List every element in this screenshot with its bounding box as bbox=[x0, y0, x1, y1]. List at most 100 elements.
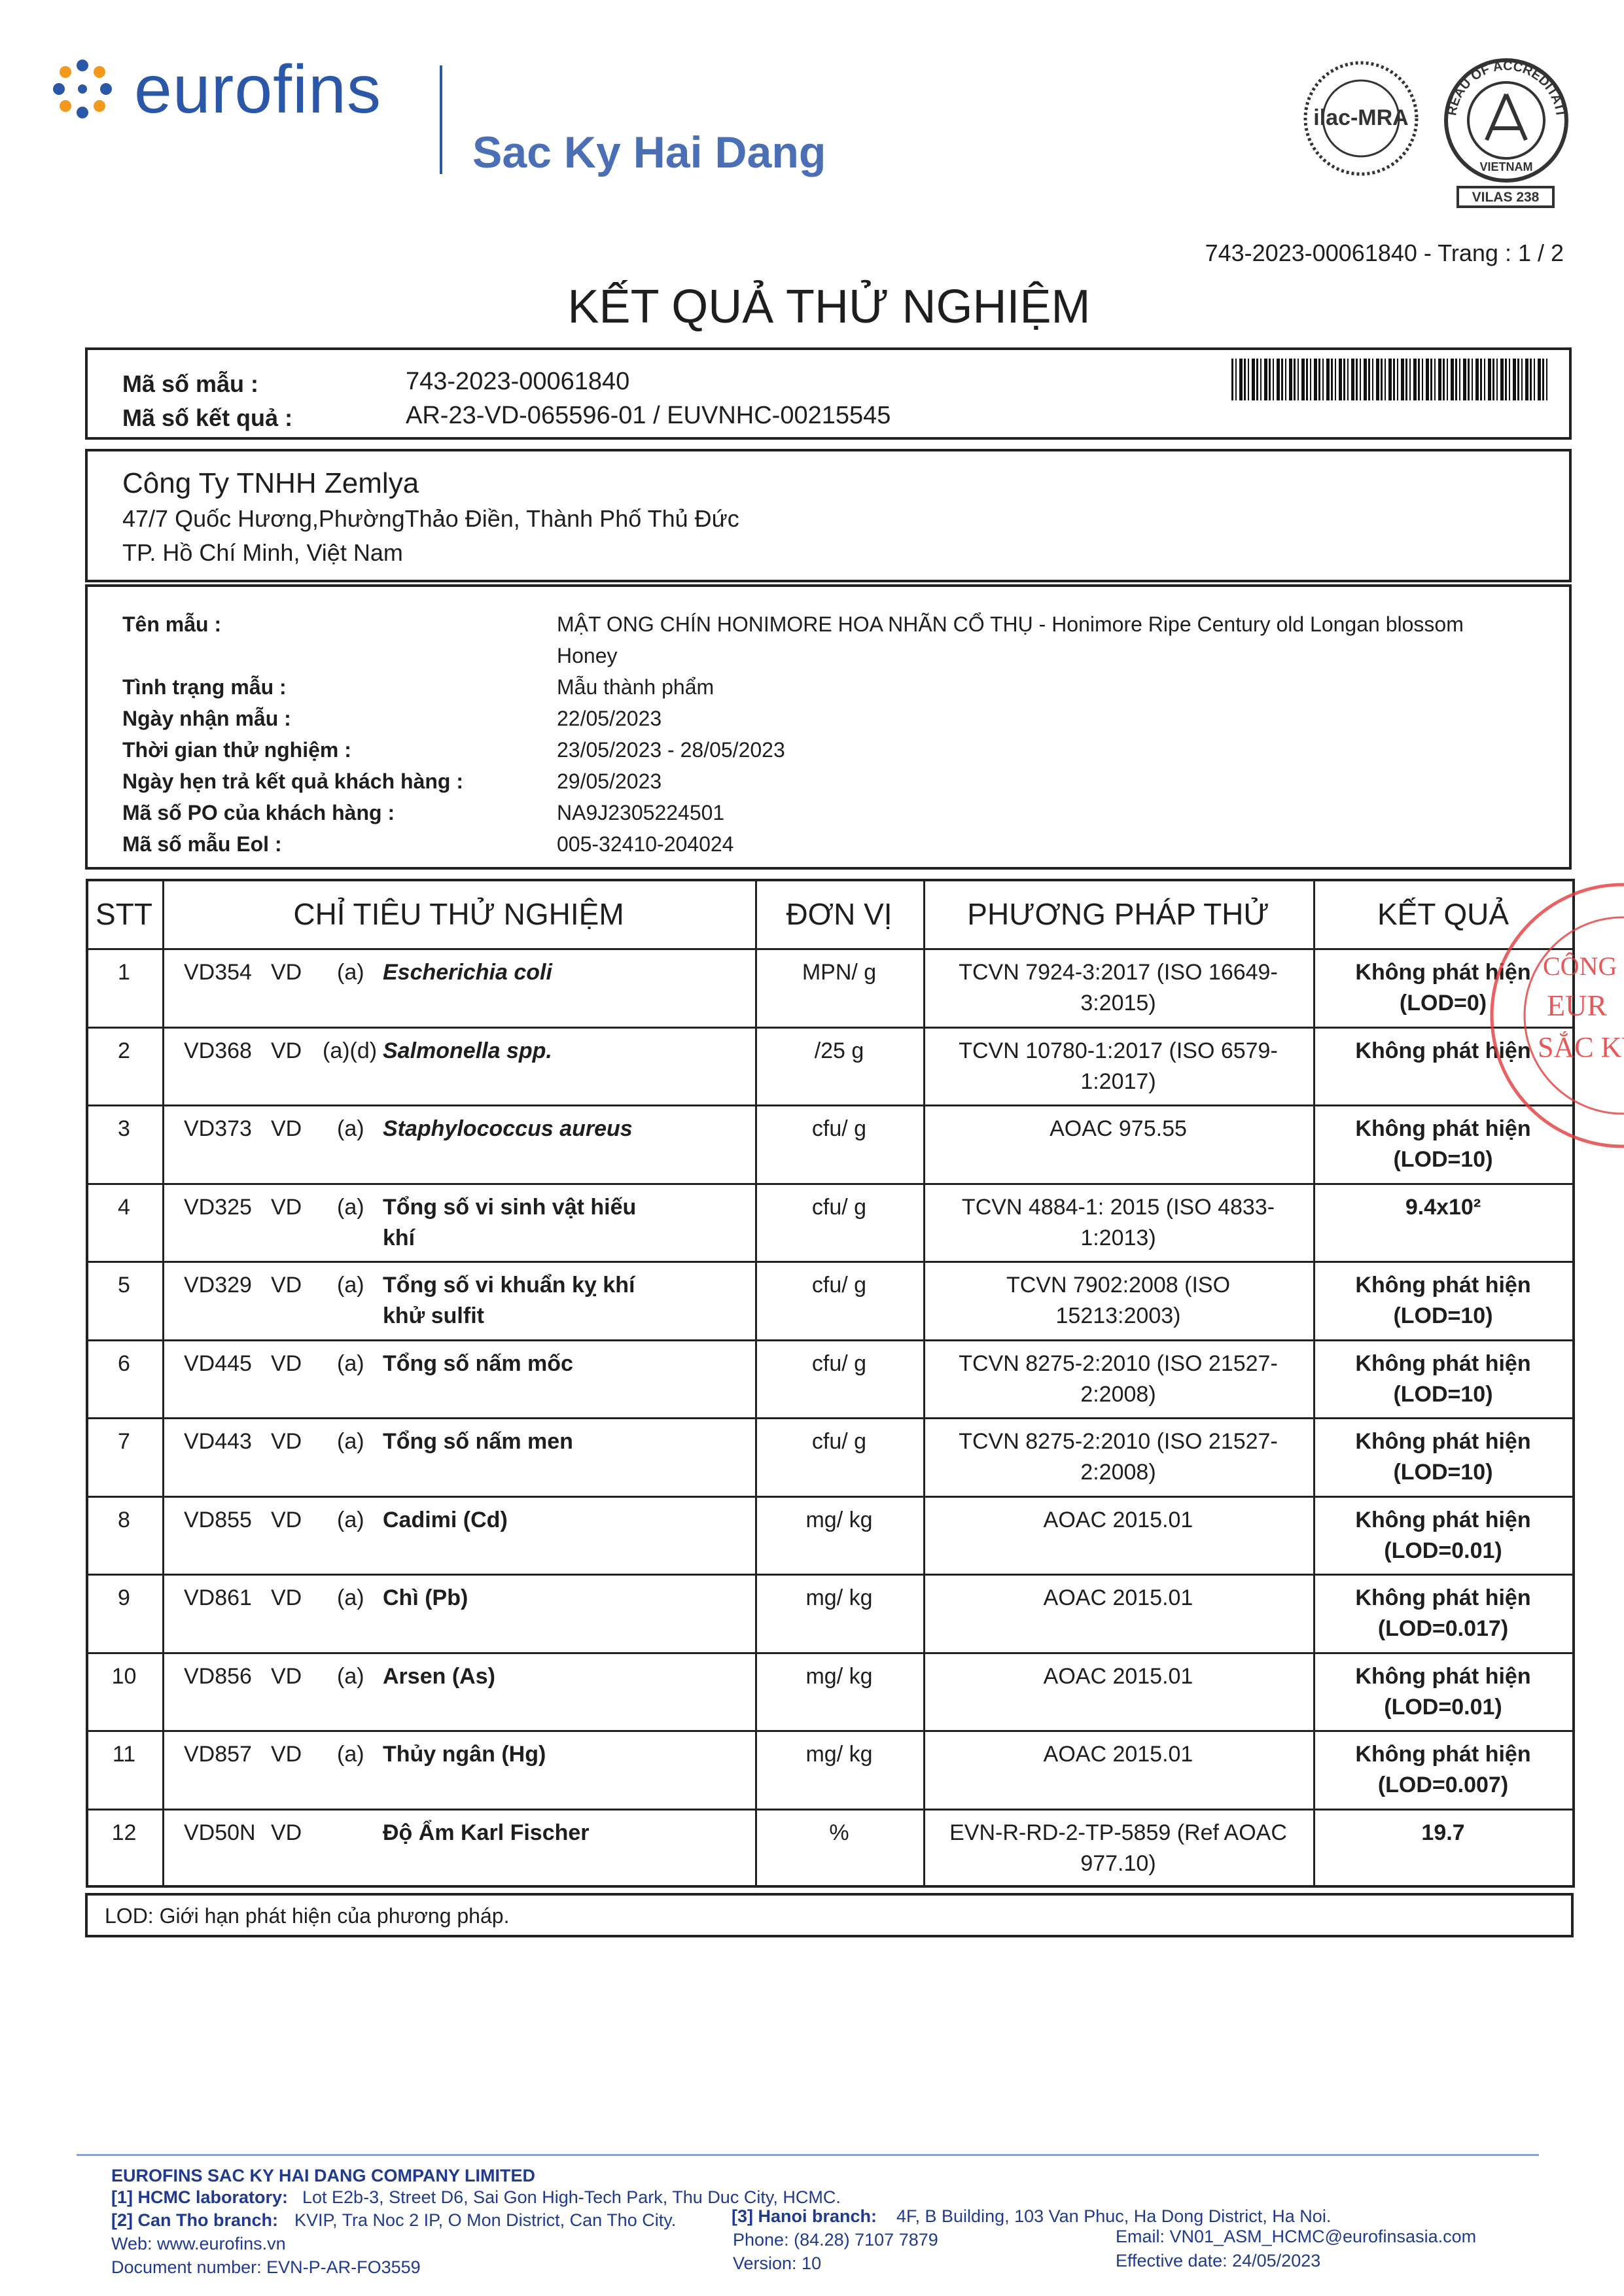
company-name: Sac Ky Hai Dang bbox=[472, 128, 826, 177]
unit: % bbox=[829, 1820, 849, 1845]
result: Không phát hiện bbox=[1355, 1038, 1531, 1063]
row-number: 3 bbox=[118, 1116, 130, 1141]
result: Không phát hiện (LOD=0.01) bbox=[1355, 1507, 1531, 1563]
test-code: VD50N bbox=[184, 1820, 256, 1845]
sample-label: Thời gian thử nghiệm : bbox=[122, 738, 351, 762]
row-number: 6 bbox=[118, 1351, 130, 1376]
footer-hanoi-label: [3] Hanoi branch: bbox=[732, 2206, 877, 2226]
method: TCVN 8275-2:2010 (ISO 21527-2:2008) bbox=[959, 1351, 1278, 1407]
sample-label: Mã số mẫu Eol : bbox=[122, 832, 282, 856]
address-line: TP. Hồ Chí Minh, Việt Nam bbox=[122, 539, 403, 566]
row-number: 7 bbox=[118, 1429, 130, 1454]
row-number: 1 bbox=[118, 960, 130, 985]
row-number: 4 bbox=[118, 1194, 130, 1220]
row-number: 12 bbox=[111, 1820, 137, 1845]
sample-box bbox=[85, 584, 1572, 870]
accreditation-flag: (a) bbox=[337, 1273, 364, 1298]
accreditation-flag: (a) bbox=[337, 1663, 364, 1689]
method: EVN-R-RD-2-TP-5859 (Ref AOAC 977.10) bbox=[949, 1820, 1287, 1876]
note-box bbox=[85, 1893, 1574, 1937]
footer-phone: Phone: (84.28) 7107 7879 bbox=[733, 2230, 938, 2250]
unit: cfu/ g bbox=[811, 1351, 867, 1376]
method: TCVN 7924-3:2017 (ISO 16649-3:2015) bbox=[959, 960, 1278, 1016]
unit: cfu/ g bbox=[811, 1273, 867, 1298]
test-code: VD856 bbox=[184, 1663, 252, 1689]
result: Không phát hiện (LOD=10) bbox=[1355, 1429, 1531, 1485]
lab-code: VD bbox=[271, 1663, 302, 1689]
unit: cfu/ g bbox=[811, 1194, 867, 1220]
footer-version: Version: 10 bbox=[733, 2253, 822, 2273]
test-code: VD857 bbox=[184, 1742, 252, 1767]
row-number: 8 bbox=[118, 1507, 130, 1532]
method: TCVN 8275-2:2010 (ISO 21527-2:2008) bbox=[959, 1429, 1278, 1485]
test-name: Arsen (As) bbox=[383, 1663, 495, 1689]
method: TCVN 10780-1:2017 (ISO 6579-1:2017) bbox=[959, 1038, 1278, 1094]
row-number: 10 bbox=[111, 1663, 137, 1689]
column-rule bbox=[1313, 879, 1315, 1888]
address-line: 47/7 Quốc Hương,PhườngThảo Điền, Thành P… bbox=[122, 505, 739, 532]
row-rule bbox=[86, 1574, 1573, 1576]
test-name: Thủy ngân (Hg) bbox=[383, 1742, 546, 1767]
row-rule bbox=[86, 1261, 1573, 1263]
test-name: Tổng số vi sinh vật hiếu khí bbox=[383, 1194, 637, 1250]
test-code: VD445 bbox=[184, 1351, 252, 1376]
method: AOAC 2015.01 bbox=[1043, 1507, 1193, 1532]
row-rule bbox=[86, 1339, 1573, 1341]
method: AOAC 975.55 bbox=[1050, 1116, 1187, 1141]
logo-divider bbox=[440, 65, 442, 174]
accreditation-flag: (a) bbox=[337, 960, 364, 985]
sample-label: Tên mẫu : bbox=[122, 612, 222, 636]
vilas: VILAS 238 bbox=[1472, 190, 1540, 205]
column-header: CHỈ TIÊU THỬ NGHIỆM bbox=[293, 896, 624, 931]
result: Không phát hiện (LOD=10) bbox=[1355, 1116, 1531, 1172]
stamp-text: CÔNG bbox=[1543, 951, 1617, 981]
stamp: CÔNG EUR SẮC KÝ bbox=[1490, 883, 1624, 1148]
row-number: 11 bbox=[112, 1742, 136, 1767]
unit: mg/ kg bbox=[805, 1585, 873, 1610]
column-header: KẾT QUẢ bbox=[1377, 896, 1509, 931]
row-rule bbox=[86, 1026, 1573, 1029]
seal-ilac: ilac-MRA bbox=[1313, 105, 1408, 130]
sample-value: MẬT ONG CHÍN HONIMORE HOA NHÃN CỔ THỤ - … bbox=[557, 612, 1464, 667]
footer-effective: Effective date: 24/05/2023 bbox=[1116, 2251, 1321, 2270]
customer-name: Công Ty TNHH Zemlya bbox=[122, 467, 419, 499]
footer-doc-number: Document number: EVN-P-AR-FO3559 bbox=[111, 2257, 421, 2277]
test-name: Độ Ẩm Karl Fischer bbox=[383, 1820, 590, 1845]
test-code: VD373 bbox=[184, 1116, 252, 1141]
row-rule bbox=[86, 1495, 1573, 1498]
footer-cantho: KVIP, Tra Noc 2 IP, O Mon District, Can … bbox=[294, 2210, 677, 2230]
accreditation-flag: (a)(d) bbox=[323, 1038, 378, 1063]
row-rule bbox=[86, 1104, 1573, 1106]
lab-code: VD bbox=[271, 1742, 302, 1767]
method: AOAC 2015.01 bbox=[1043, 1663, 1193, 1689]
customer-box bbox=[85, 449, 1572, 582]
unit: mg/ kg bbox=[805, 1663, 873, 1689]
id-label: Mã số mẫu : bbox=[122, 370, 259, 397]
footer-company: EUROFINS SAC KY HAI DANG COMPANY LIMITED bbox=[111, 2166, 536, 2185]
column-header: PHƯƠNG PHÁP THỬ bbox=[967, 896, 1269, 931]
barcode bbox=[1231, 359, 1549, 400]
test-code: VD443 bbox=[184, 1429, 252, 1454]
note: LOD: Giới hạn phát hiện của phương pháp. bbox=[105, 1904, 510, 1928]
sample-label: Ngày hẹn trả kết quả khách hàng : bbox=[122, 769, 463, 793]
footer-cantho-label: [2] Can Tho branch: bbox=[111, 2210, 278, 2230]
lab-code: VD bbox=[271, 1273, 302, 1298]
accreditation-flag: (a) bbox=[337, 1742, 364, 1767]
sample-value: 22/05/2023 bbox=[557, 707, 662, 730]
sample-value: Mẫu thành phẩm bbox=[557, 675, 715, 699]
lab-code: VD bbox=[271, 1194, 302, 1220]
footer-web: Web: www.eurofins.vn bbox=[111, 2234, 286, 2253]
footer-hanoi: 4F, B Building, 103 Van Phuc, Ha Dong Di… bbox=[896, 2206, 1332, 2226]
test-code: VD368 bbox=[184, 1038, 252, 1063]
id-value: 743-2023-00061840 bbox=[406, 368, 630, 395]
logo-mark bbox=[53, 60, 112, 118]
result: 9.4x10² bbox=[1405, 1194, 1481, 1220]
test-name: Chì (Pb) bbox=[383, 1585, 468, 1610]
accreditation-seals: ilac-MRA BUREAU OF ACCREDITATION VIETNAM… bbox=[1296, 56, 1568, 208]
result: Không phát hiện (LOD=0.007) bbox=[1355, 1742, 1531, 1797]
unit: /25 g bbox=[814, 1038, 864, 1063]
sample-value: 23/05/2023 - 28/05/2023 bbox=[557, 738, 785, 762]
column-rule bbox=[755, 879, 757, 1888]
